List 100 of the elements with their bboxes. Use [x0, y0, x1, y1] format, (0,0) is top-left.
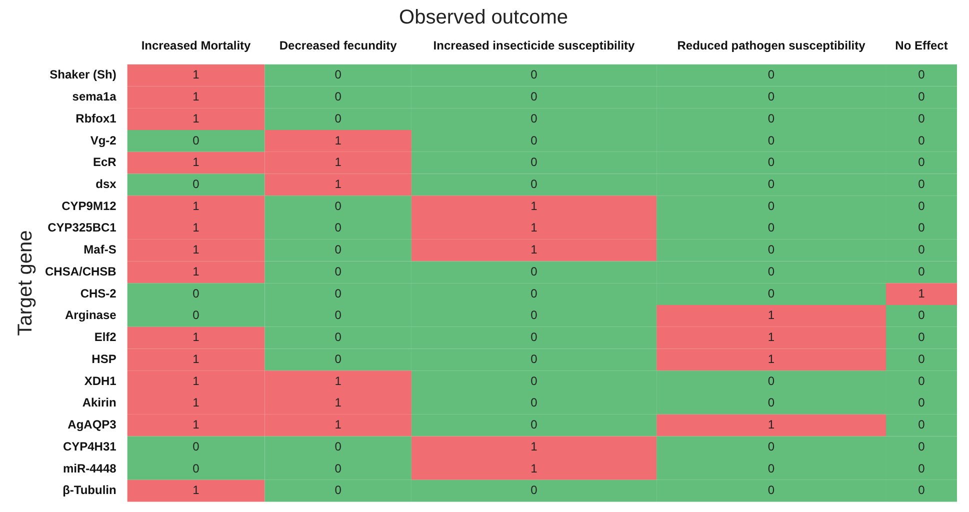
data-label: 0 — [768, 198, 775, 213]
data-label: 1 — [334, 133, 342, 148]
data-label: 0 — [918, 330, 926, 344]
data-label: 1 — [192, 220, 200, 235]
x-tick-label: Decreased fecundity — [279, 38, 398, 53]
data-label: 0 — [334, 220, 342, 235]
data-label: 0 — [530, 133, 538, 148]
data-label: 0 — [768, 68, 775, 82]
y-tick-label: Arginase — [64, 308, 117, 322]
data-label: 0 — [334, 461, 342, 476]
data-label: 0 — [334, 264, 342, 278]
data-label: 0 — [768, 133, 775, 148]
y-tick-label: Maf-S — [84, 242, 116, 257]
data-label: 0 — [334, 330, 342, 344]
y-tick-label: Vg-2 — [90, 133, 117, 148]
data-label: 0 — [334, 439, 342, 454]
data-label: 0 — [918, 220, 926, 235]
data-label: 1 — [192, 330, 200, 344]
x-tick-label: No Effect — [895, 38, 948, 53]
data-label: 0 — [768, 461, 775, 476]
data-label: 1 — [530, 198, 538, 213]
x-tick-label: Reduced pathogen susceptibility — [677, 38, 866, 53]
data-label: 0 — [334, 111, 342, 126]
data-label: 0 — [530, 90, 538, 104]
data-label: 0 — [918, 483, 926, 498]
data-label: 0 — [918, 198, 926, 213]
data-label: 1 — [192, 198, 200, 213]
data-label: 1 — [192, 396, 200, 410]
data-label: 0 — [918, 308, 926, 322]
data-label: 1 — [192, 68, 200, 82]
data-label: 0 — [530, 352, 538, 366]
data-label: 0 — [192, 176, 200, 191]
x-tick-label: Increased insecticide susceptibility — [433, 38, 636, 53]
data-label: 0 — [768, 176, 775, 191]
y-tick-label: CYP9M12 — [62, 198, 117, 213]
data-label: 0 — [530, 68, 538, 82]
y-tick-label: HSP — [92, 352, 116, 366]
y-tick-label: CYP4H31 — [62, 439, 117, 454]
y-axis-title: Target gene — [14, 230, 37, 336]
data-label: 0 — [768, 439, 775, 454]
data-label: 0 — [530, 264, 538, 278]
y-tick-label: Elf2 — [94, 330, 117, 344]
data-label: 0 — [530, 374, 538, 388]
data-label: 0 — [192, 461, 200, 476]
data-label: 0 — [334, 90, 342, 104]
chart-title: Observed outcome — [399, 6, 568, 29]
y-tick-label: Rbfox1 — [76, 111, 117, 126]
data-label: 0 — [918, 90, 926, 104]
data-label: 1 — [192, 264, 200, 278]
data-label: 0 — [530, 418, 538, 432]
y-tick-label: β-Tubulin — [62, 483, 116, 498]
data-label: 0 — [768, 220, 775, 235]
data-label: 0 — [918, 374, 926, 388]
data-label: 0 — [918, 264, 926, 278]
data-label: 1 — [530, 242, 538, 257]
data-label: 0 — [334, 483, 342, 498]
data-label: 0 — [768, 155, 775, 170]
data-label: 1 — [192, 374, 200, 388]
data-label: 1 — [334, 374, 342, 388]
data-label: 0 — [768, 483, 775, 498]
data-label: 1 — [530, 461, 538, 476]
y-tick-label: XDH1 — [84, 374, 117, 388]
y-tick-label: Shaker (Sh) — [50, 68, 116, 82]
data-label: 1 — [334, 418, 342, 432]
data-label: 1 — [768, 418, 775, 432]
data-label: 1 — [530, 439, 538, 454]
data-label: 1 — [192, 352, 200, 366]
data-label: 0 — [768, 286, 775, 300]
data-label: 0 — [768, 374, 775, 388]
y-tick-label: Akirin — [82, 396, 116, 410]
data-label: 0 — [334, 242, 342, 257]
data-label: 0 — [918, 68, 926, 82]
data-label: 0 — [768, 111, 775, 126]
data-label: 1 — [768, 308, 775, 322]
y-tick-label: CHSA/CHSB — [44, 264, 117, 278]
data-label: 0 — [334, 286, 342, 300]
data-label: 0 — [334, 352, 342, 366]
data-label: 0 — [334, 198, 342, 213]
data-label: 0 — [530, 396, 538, 410]
data-label: 0 — [918, 242, 926, 257]
y-tick-label: miR-4448 — [62, 461, 117, 476]
x-tick-label: Increased Mortality — [141, 38, 252, 53]
y-tick-label: EcR — [92, 155, 117, 170]
data-label: 1 — [768, 352, 775, 366]
data-label: 0 — [530, 330, 538, 344]
data-label: 0 — [334, 308, 342, 322]
data-label: 0 — [192, 308, 200, 322]
data-label: 0 — [192, 133, 200, 148]
data-label: 1 — [192, 418, 200, 432]
data-label: 0 — [530, 176, 538, 191]
data-label: 0 — [530, 286, 538, 300]
data-label: 0 — [192, 286, 200, 300]
data-label: 0 — [918, 155, 926, 170]
data-label: 1 — [192, 111, 200, 126]
data-label: 0 — [918, 461, 926, 476]
data-label: 0 — [918, 111, 926, 126]
data-label: 0 — [192, 439, 200, 454]
y-tick-label: CYP325BC1 — [48, 220, 117, 235]
data-label: 0 — [918, 396, 926, 410]
data-label: 0 — [768, 396, 775, 410]
